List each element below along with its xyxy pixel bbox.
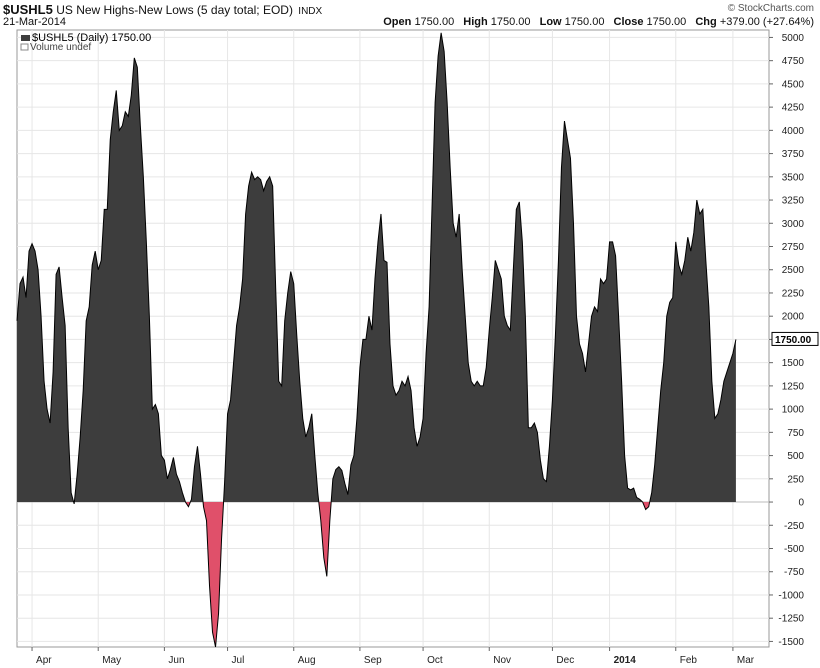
y-tick-label: 2000	[782, 312, 805, 323]
y-tick-label: -1250	[778, 614, 804, 625]
x-tick-label: Oct	[427, 655, 443, 666]
credit-link[interactable]: © StockCharts.com	[727, 3, 814, 14]
y-tick-label: 2500	[782, 265, 805, 276]
area-series	[16, 32, 737, 648]
x-tick-label: Nov	[493, 655, 511, 666]
negative-area	[73, 502, 650, 647]
y-tick-label: -1500	[778, 637, 804, 648]
legend-swatch	[21, 35, 30, 41]
exchange: INDX	[298, 6, 323, 17]
x-tick-label: Jun	[168, 655, 184, 666]
open-label: Open	[383, 16, 412, 28]
x-tick-label: Jul	[232, 655, 245, 666]
y-tick-label: 1000	[782, 405, 805, 416]
y-tick-label: 3250	[782, 196, 805, 207]
y-tick-label: 0	[798, 498, 804, 509]
high-value: 1750.00	[490, 16, 531, 28]
low-value: 1750.00	[564, 16, 605, 28]
last-value-marker: 1750.00	[771, 331, 819, 346]
series-line	[16, 32, 737, 648]
high-label: High	[463, 16, 488, 28]
y-tick-label: 250	[787, 474, 804, 485]
x-tick-label: Dec	[556, 655, 574, 666]
x-tick-label: Aug	[298, 655, 316, 666]
y-tick-label: 5000	[782, 33, 805, 44]
y-tick-label: 2250	[782, 288, 805, 299]
x-tick-label: Apr	[36, 655, 52, 666]
y-tick-label: 4500	[782, 79, 805, 90]
y-tick-label: 2750	[782, 242, 805, 253]
description: US New Highs-New Lows (5 day total; EOD)	[56, 3, 293, 17]
legend: $USHL5 (Daily) 1750.00 Volume undef	[20, 32, 151, 53]
legend-volume-label: Volume undef	[30, 42, 91, 53]
x-tick-label: Mar	[737, 655, 755, 666]
y-tick-label: 4750	[782, 56, 805, 67]
last-value-box	[771, 331, 819, 346]
y-tick-label: -750	[784, 567, 804, 578]
positive-area	[17, 32, 736, 503]
y-tick-label: -1000	[778, 590, 804, 601]
chart-date: 21-Mar-2014	[3, 16, 66, 28]
close-value: 1750.00	[646, 16, 687, 28]
x-axis: Apr May Jun Jul Aug Sep Oct Nov Dec 2014 Feb Mar	[31, 647, 755, 666]
y-tick-label: -500	[784, 544, 804, 555]
close-label: Close	[613, 16, 644, 28]
chart-title: $USHL5 US New Highs-New Lows (5 day tota…	[3, 2, 322, 17]
x-tick-label: Sep	[364, 655, 382, 666]
y-tick-label: 1500	[782, 358, 805, 369]
y-tick-label: 4250	[782, 103, 805, 114]
y-tick-label: 3500	[782, 172, 805, 183]
y-tick-label: 500	[787, 451, 804, 462]
open-value: 1750.00	[414, 16, 455, 28]
y-tick-label: 4000	[782, 126, 805, 137]
x-tick-label: May	[102, 655, 121, 666]
chg-label: Chg	[695, 16, 717, 28]
ohlc-readout: Open 1750.00 High 1750.00 Low 1750.00 Cl…	[383, 16, 814, 28]
y-tick-label: 750	[787, 428, 804, 439]
low-label: Low	[539, 16, 562, 28]
x-tick-label: 2014	[614, 655, 637, 666]
y-tick-label: 3000	[782, 219, 805, 230]
last-value-label: 1750.00	[775, 335, 812, 346]
legend-series-label: $USHL5 (Daily) 1750.00	[32, 32, 151, 44]
y-tick-label: 1250	[782, 381, 805, 392]
y-tick-label: -250	[784, 521, 804, 532]
chg-value: +379.00 (+27.64%)	[719, 16, 814, 28]
y-tick-label: 3750	[782, 149, 805, 160]
x-tick-label: Feb	[680, 655, 698, 666]
volume-swatch	[20, 43, 29, 51]
symbol: $USHL5	[3, 2, 53, 17]
